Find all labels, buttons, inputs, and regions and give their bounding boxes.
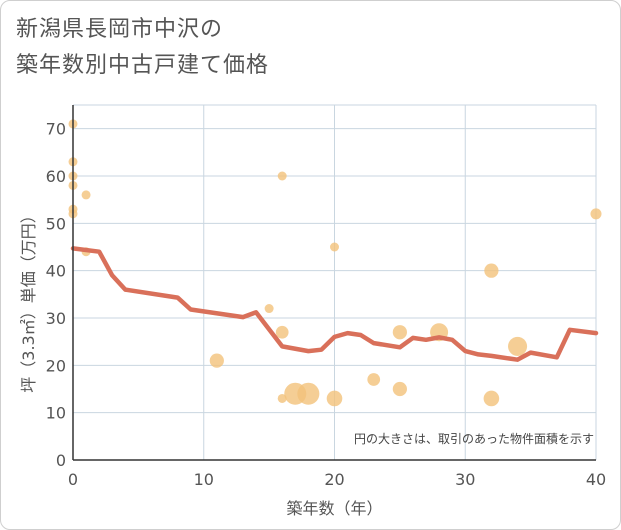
y-tick-labels: 0 10 20 30 40 50 60 70 <box>46 120 66 470</box>
data-point <box>277 171 287 181</box>
y-tick-label: 70 <box>46 120 66 139</box>
data-point <box>326 390 343 407</box>
data-point <box>81 190 91 200</box>
x-tick-label: 10 <box>194 470 214 489</box>
trend-line <box>70 246 599 362</box>
y-tick-label: 40 <box>46 262 66 281</box>
chart-title-line-2: 築年数別中古戸建て価格 <box>16 53 270 78</box>
trend-series <box>70 246 599 362</box>
data-point <box>264 304 274 314</box>
data-point <box>484 263 499 278</box>
y-tick-label: 0 <box>56 451 66 470</box>
data-point <box>392 381 407 397</box>
data-point <box>508 336 528 356</box>
chart-title-line-1: 新潟県長岡市中沢の <box>16 17 224 42</box>
chart-title: 新潟県長岡市中沢の 築年数別中古戸建て価格 <box>16 12 269 84</box>
data-point <box>330 242 339 252</box>
axes <box>72 105 596 461</box>
bubble-size-note: 円の大きさは、取引のあった物件面積を示す <box>354 431 594 446</box>
y-tick-label: 30 <box>46 309 66 328</box>
x-tick-label: 20 <box>324 470 344 489</box>
data-point <box>392 325 407 340</box>
x-tick-label: 0 <box>68 470 78 489</box>
data-point <box>277 393 287 403</box>
x-tick-label: 30 <box>455 470 475 489</box>
data-point <box>483 390 500 407</box>
data-point <box>590 208 602 220</box>
data-point <box>275 325 289 339</box>
y-tick-label: 10 <box>46 404 66 423</box>
data-point <box>367 373 381 386</box>
x-tick-labels: 0 10 20 30 40 <box>68 470 606 489</box>
y-tick-label: 50 <box>46 214 66 233</box>
grid-lines <box>73 104 597 460</box>
y-tick-label: 20 <box>46 356 66 375</box>
y-tick-label: 60 <box>46 167 66 186</box>
x-tick-label: 40 <box>586 470 606 489</box>
data-point <box>297 382 320 405</box>
data-point <box>209 353 224 368</box>
x-axis-title: 築年数（年） <box>286 499 382 518</box>
y-axis-title: 坪（3.3㎡）単価（万円） <box>19 207 38 392</box>
